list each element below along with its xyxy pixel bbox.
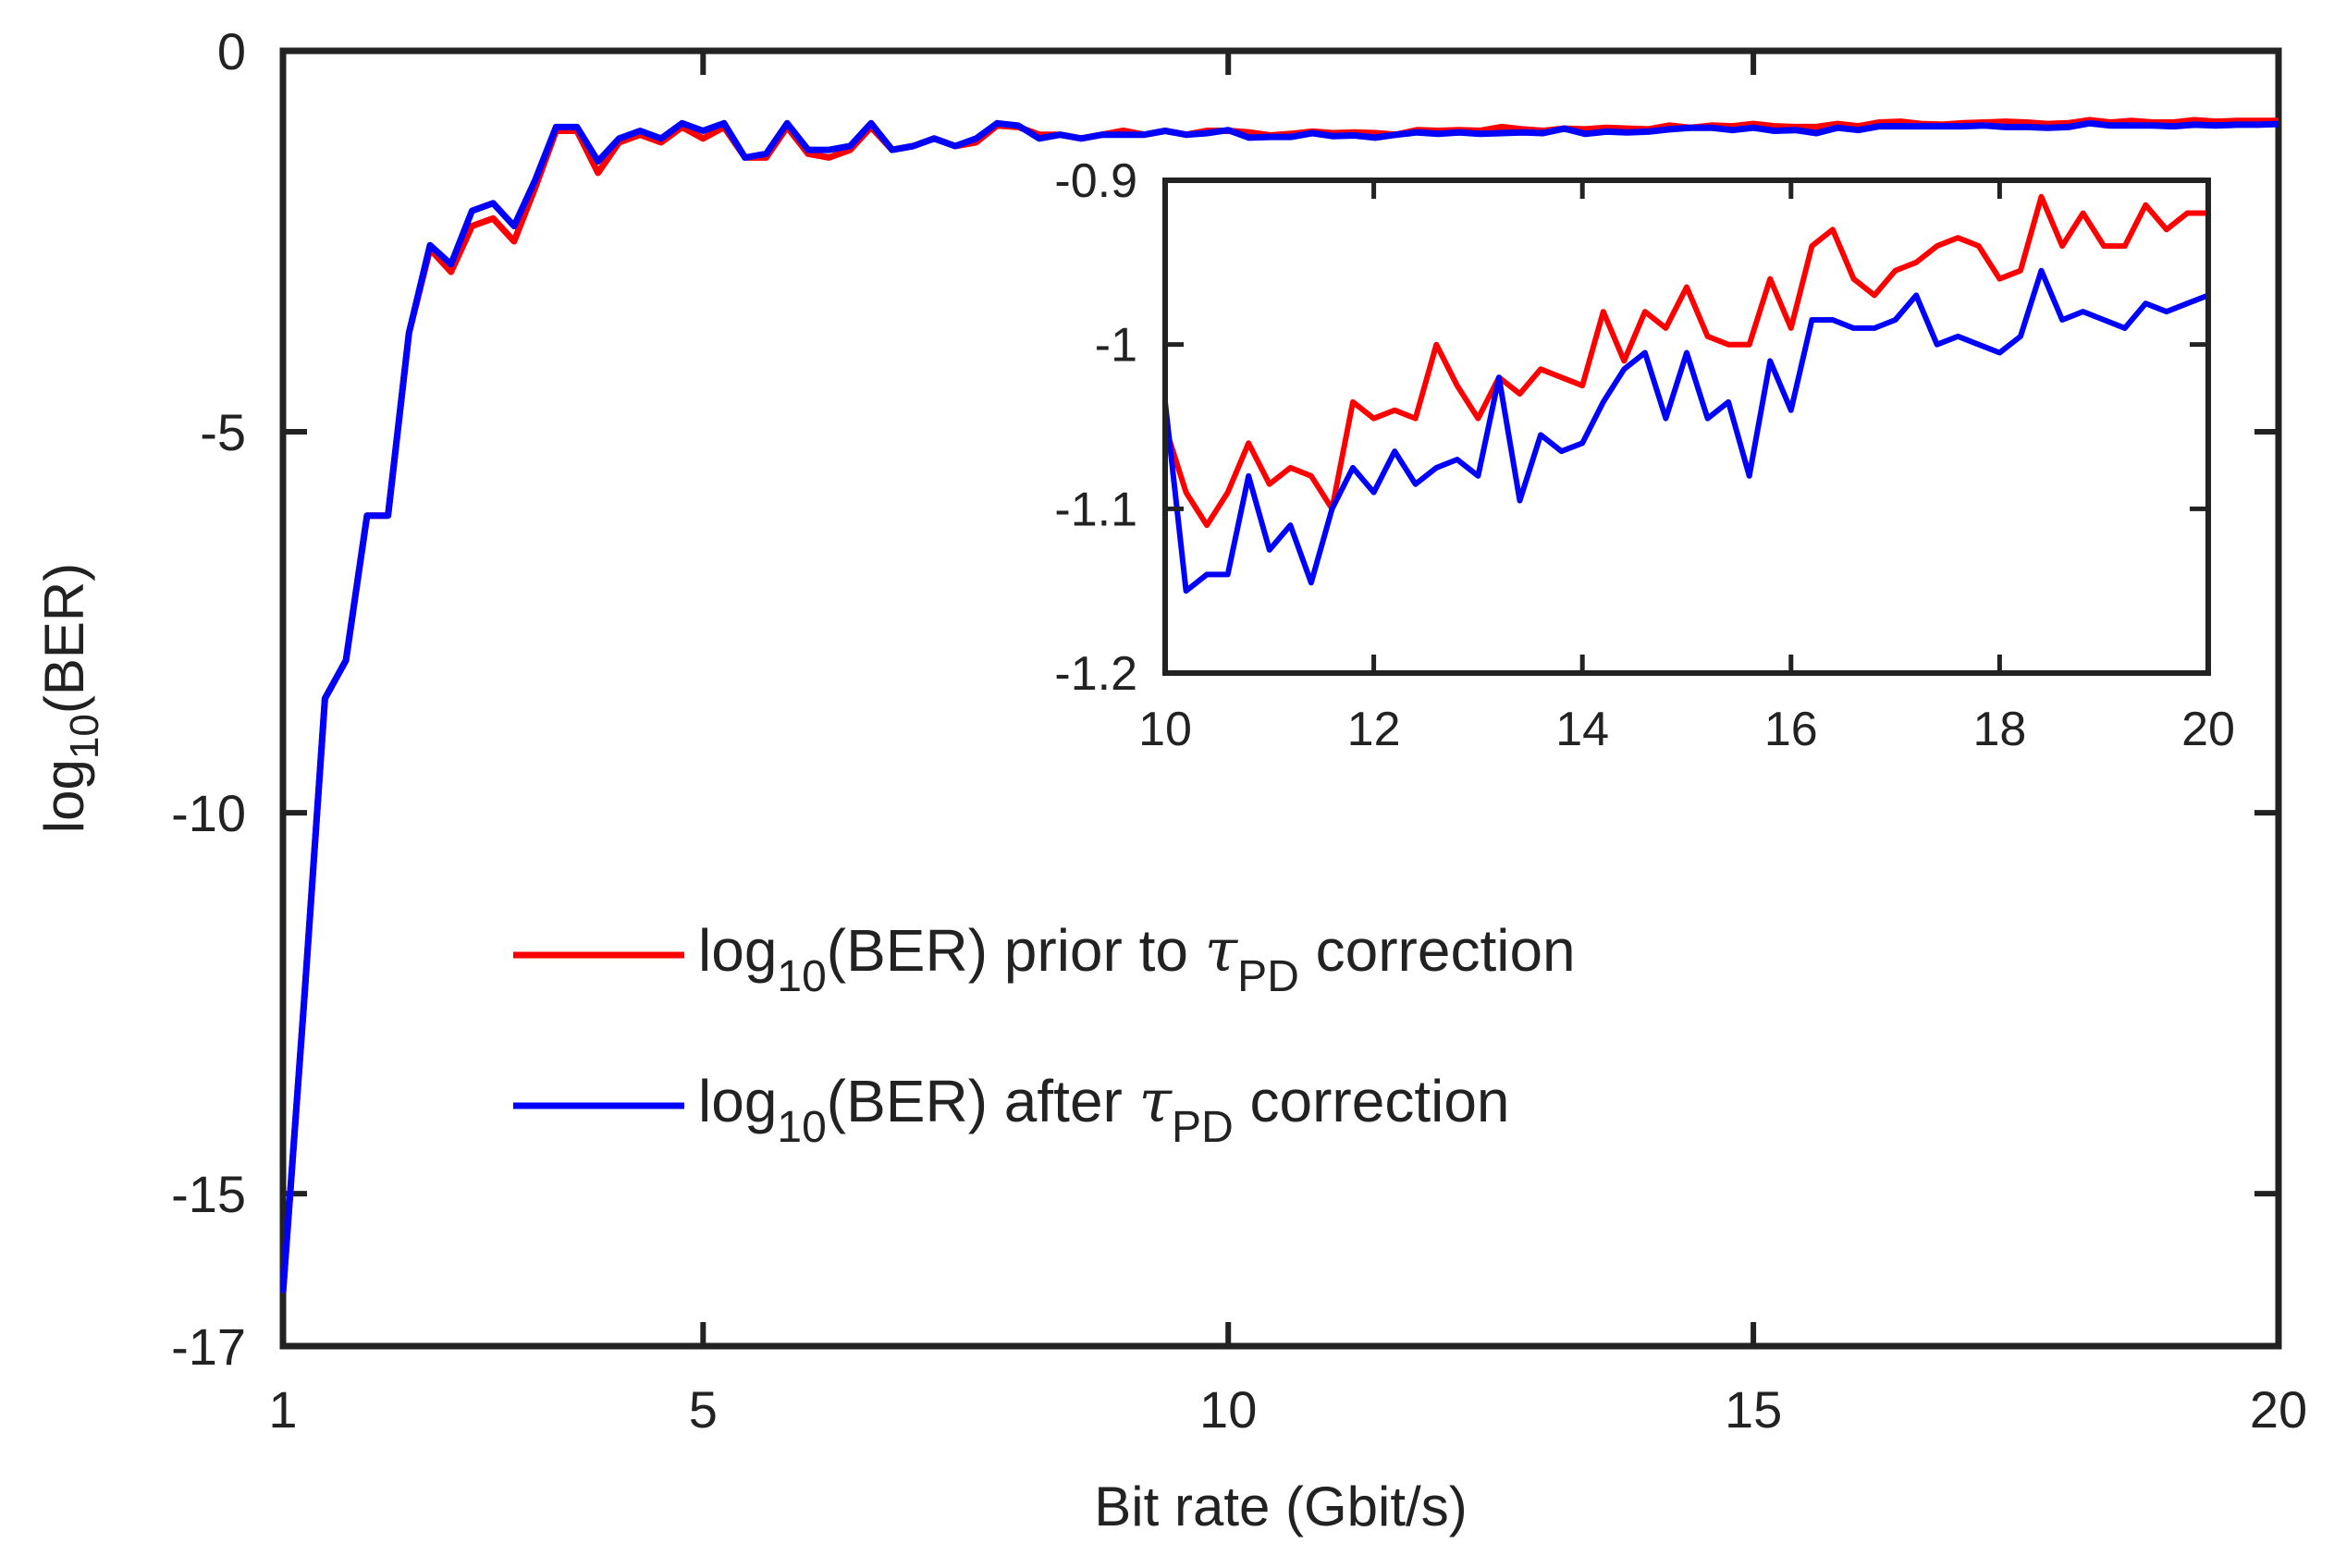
inset-y-tick-label: -0.9 [1054,154,1137,208]
inset-ticks: 10 12 14 16 18 20 -0.9 -1 -1.1 -1.2 [1054,154,2235,756]
main-y-tick-label: -5 [200,403,246,461]
main-x-tick-label: 5 [689,1380,718,1439]
main-lines [279,116,2279,1293]
inset-y-tick-label: -1 [1095,319,1137,373]
inset-y-tick-label: -1.2 [1054,647,1137,701]
main-x-axis-label: Bit rate (Gbit/s) [1094,1476,1467,1537]
main-y-tick-label: 0 [217,22,246,80]
main-x-tick-label: 20 [2250,1380,2307,1439]
y-label-ber: (BER) [33,563,95,714]
inset-x-tick-label: 14 [1555,703,1609,756]
main-y-tick-label: -17 [171,1317,246,1376]
main-x-tick-label: 1 [268,1380,297,1439]
main-axes-box [279,47,2282,1350]
main-x-tick-label: 15 [1725,1380,1782,1439]
inset-x-tick-label: 10 [1138,703,1192,756]
inset-background [1165,180,2208,673]
main-ticks: 1 5 10 15 200-5-10-15-17 [171,22,2307,1439]
legend: log10(BER) prior to τPD correction log10… [513,917,1576,1152]
main-x-tick-label: 10 [1199,1380,1257,1439]
main-y-axis-label: log10(BER) [33,563,107,833]
y-label-sub: 10 [62,714,107,759]
inset-x-tick-label: 16 [1764,703,1818,756]
main-y-tick-label: -15 [171,1165,246,1223]
y-label-log: log [33,759,95,833]
inset-x-tick-label: 12 [1347,703,1401,756]
inset-x-tick-label: 18 [1972,703,2026,756]
inset-x-tick-label: 20 [2181,703,2235,756]
main-series-after-line [279,119,2279,1293]
inset-y-tick-label: -1.1 [1054,483,1137,536]
inset-lines [1162,193,2210,594]
inset-series-after-line [1162,267,2210,594]
inset-series-prior-line [1162,193,2208,529]
legend-prior-label: log10(BER) prior to τPD correction [698,917,1576,1001]
inset-axes-box [1162,178,2211,676]
legend-after-label: log10(BER) after τPD correction [698,1068,1510,1152]
main-y-tick-label: -10 [171,784,246,842]
